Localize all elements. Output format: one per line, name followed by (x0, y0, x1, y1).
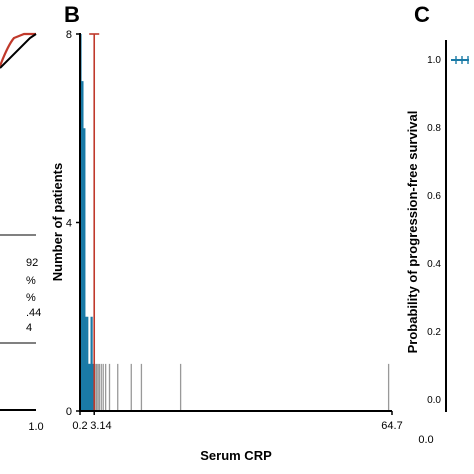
crp-bar (130, 363, 132, 412)
crp-bar (387, 363, 390, 412)
panel-b: B 0 4 8 0.2 3.14 64.7 Number of patients Ser… (50, 2, 403, 463)
y-tick-label: 0.2 (427, 327, 441, 338)
crp-bar (100, 363, 102, 412)
crp-bar (81, 81, 84, 412)
panel-b-y-axis-title: Number of patients (50, 163, 65, 281)
panel-c-y-axis-title: Probability of progression-free survival (405, 111, 420, 354)
y-tick-label: 0 (66, 406, 72, 418)
y-tick-label: 0.8 (427, 123, 441, 134)
panel-c: C 0.0 0.2 0.4 0.6 0.8 1.0 Probability of prog… (405, 2, 469, 446)
crp-bar (117, 363, 119, 412)
crp-bar (89, 363, 92, 412)
crp-bar (104, 363, 107, 412)
crp-bar (140, 363, 143, 412)
y-tick-label: 0.0 (427, 395, 441, 406)
panel-c-x-tick-label: 0.0 (418, 434, 433, 446)
panel-a-roc-curve (0, 32, 36, 67)
panel-a-stat: 4 (26, 322, 32, 334)
panel-a-stat: .44 (26, 307, 41, 319)
crp-bar (83, 128, 86, 411)
panel-a: 92 % % .44 4 1.0 (0, 32, 44, 433)
x-tick-label: 64.7 (381, 420, 402, 432)
crp-bar (86, 316, 89, 411)
panel-c-censor-marks (455, 56, 469, 64)
panel-a-reference-line (0, 33, 37, 69)
panel-b-x-axis-title: Serum CRP (200, 448, 272, 463)
panel-b-label: B (64, 2, 80, 27)
y-tick-label: 0.6 (427, 191, 441, 202)
panel-c-label: C (414, 2, 430, 27)
panel-a-stat: 92 (26, 257, 38, 269)
y-tick-label: 0.4 (427, 259, 441, 270)
crp-bar (102, 363, 104, 412)
crp-bar (108, 363, 111, 412)
x-tick-label: 0.2 (72, 420, 87, 432)
panel-b-bars (79, 34, 390, 412)
crp-bar (179, 363, 182, 412)
x-tick-label: 3.14 (90, 420, 111, 432)
crp-bar (91, 363, 95, 412)
crp-bar (95, 363, 98, 412)
y-tick-label: 4 (66, 218, 72, 230)
y-tick-label: 8 (66, 29, 72, 41)
panel-a-x-tick-label: 1.0 (28, 421, 43, 433)
panel-a-stat: % (26, 292, 36, 304)
panel-b-y-ticks: 0 4 8 (66, 29, 80, 418)
panel-c-y-ticks: 0.0 0.2 0.4 0.6 0.8 1.0 (427, 55, 441, 406)
crp-bar (97, 363, 99, 412)
crp-bar (90, 316, 93, 411)
crp-bar (84, 316, 87, 411)
crp-bar (98, 363, 100, 412)
panel-a-stat: % (26, 275, 36, 287)
y-tick-label: 1.0 (427, 55, 441, 66)
panel-b-x-ticks: 0.2 3.14 64.7 (72, 411, 403, 432)
